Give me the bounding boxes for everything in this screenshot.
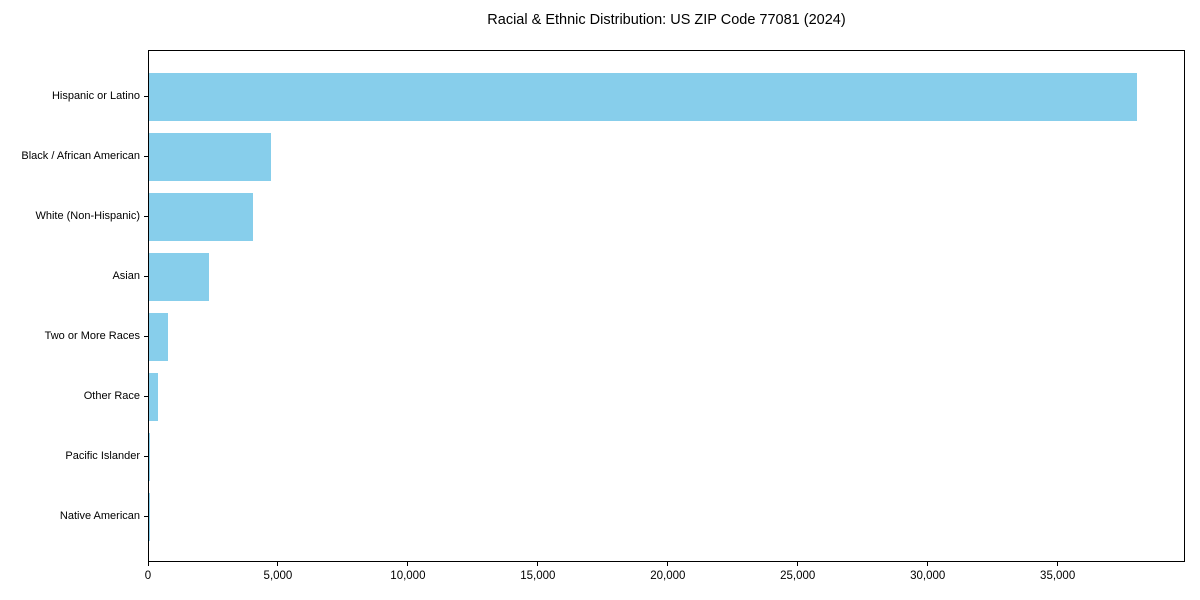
bar-pacific-islander [149, 433, 151, 481]
y-tick-label-native-american: Native American [59, 510, 140, 522]
x-tick-label-0: 0 [144, 570, 152, 582]
x-tick-mark-30-000 [927, 562, 929, 566]
x-tick-label-5-000: 5,000 [263, 570, 293, 582]
y-tick-mark-black-african-american [144, 156, 148, 157]
y-tick-mark-pacific-islander [144, 456, 148, 457]
x-tick-mark-0 [147, 562, 149, 566]
x-tick-label-15-000: 15,000 [520, 570, 556, 582]
x-tick-label-30-000: 30,000 [910, 570, 946, 582]
y-tick-mark-hispanic-or-latino [144, 96, 148, 97]
x-tick-mark-5-000 [277, 562, 279, 566]
y-tick-label-white-non-hispanic: White (Non-Hispanic) [35, 210, 140, 222]
x-tick-mark-25-000 [797, 562, 799, 566]
y-tick-mark-asian [144, 276, 148, 277]
bar-white-non-hispanic [149, 193, 253, 241]
y-tick-label-black-african-american: Black / African American [21, 150, 140, 162]
bar-hispanic-or-latino [149, 73, 1137, 121]
bar-black-african-american [149, 133, 272, 181]
x-tick-label-25-000: 25,000 [780, 570, 816, 582]
y-tick-label-hispanic-or-latino: Hispanic or Latino [51, 90, 140, 102]
x-tick-mark-35-000 [1057, 562, 1059, 566]
x-tick-label-10-000: 10,000 [390, 570, 426, 582]
x-tick-mark-10-000 [407, 562, 409, 566]
x-tick-label-20-000: 20,000 [650, 570, 686, 582]
x-tick-label-35-000: 35,000 [1040, 570, 1076, 582]
y-tick-mark-native-american [144, 516, 148, 517]
y-tick-mark-two-or-more-races [144, 336, 148, 337]
bar-asian [149, 253, 209, 301]
y-tick-label-asian: Asian [112, 270, 140, 282]
x-tick-mark-20-000 [667, 562, 669, 566]
chart-title: Racial & Ethnic Distribution: US ZIP Cod… [487, 12, 846, 28]
y-tick-label-other-race: Other Race [83, 390, 140, 402]
plot-area [148, 50, 1185, 562]
y-tick-label-pacific-islander: Pacific Islander [65, 450, 140, 462]
x-tick-mark-15-000 [537, 562, 539, 566]
bar-other-race [149, 373, 158, 421]
y-tick-mark-other-race [144, 396, 148, 397]
bar-two-or-more-races [149, 313, 169, 361]
y-tick-mark-white-non-hispanic [144, 216, 148, 217]
y-tick-label-two-or-more-races: Two or More Races [44, 330, 140, 342]
